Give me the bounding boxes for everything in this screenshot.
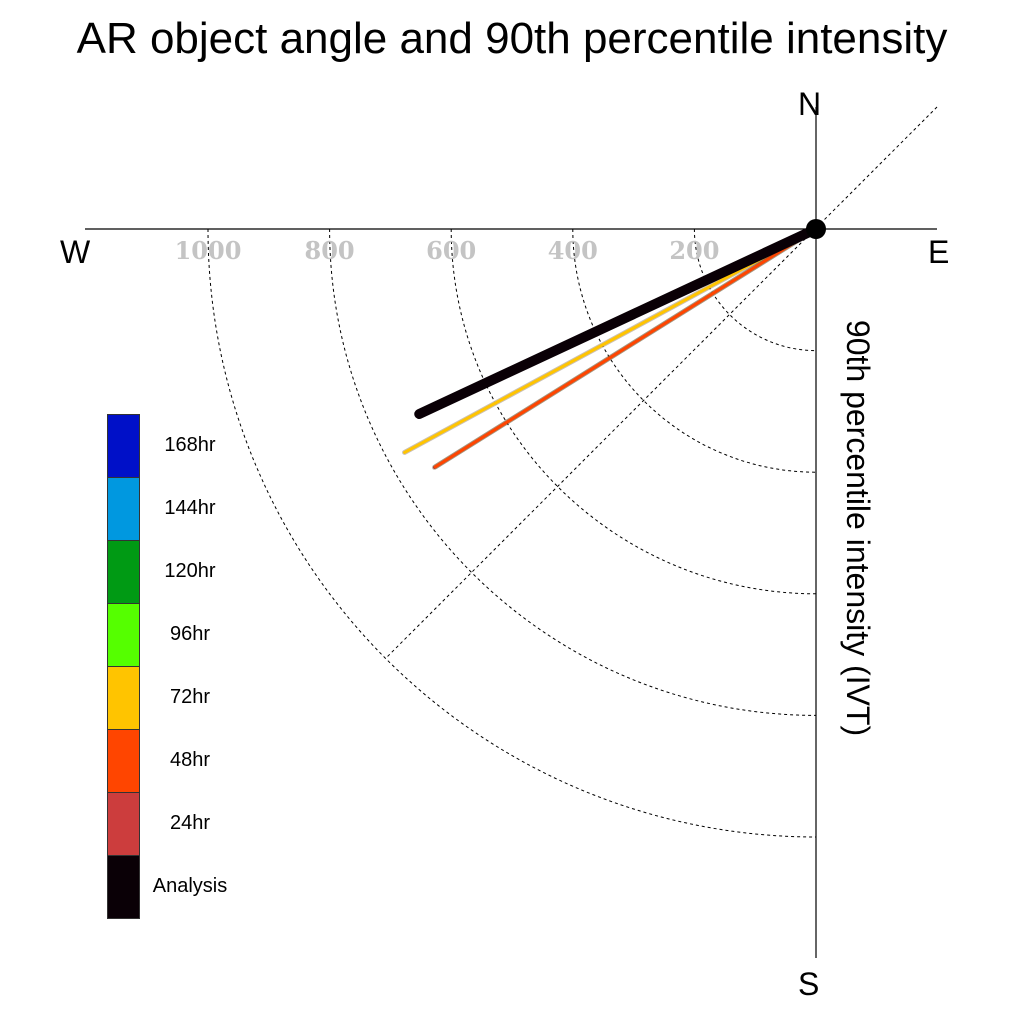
legend-label: 168hr	[164, 434, 216, 456]
legend-item: 24hr	[107, 792, 247, 856]
legend-label: 144hr	[164, 497, 216, 519]
legend-swatch	[107, 477, 140, 541]
legend-label: 120hr	[164, 560, 216, 582]
compass-label-east: E	[928, 234, 949, 270]
legend-swatch	[107, 792, 140, 856]
legend-label: 24hr	[169, 812, 211, 834]
radial-gridline	[572, 228, 817, 473]
vector-48hr	[433, 227, 818, 469]
legend-swatch	[107, 729, 140, 793]
legend-swatch	[107, 603, 140, 667]
legend: 168hr 144hr 120hr 96hr 72hr 48hr 24hr Analysis	[107, 414, 247, 919]
diagonal-gridline	[385, 106, 938, 659]
legend-label: Analysis	[152, 875, 228, 897]
legend-item: Analysis	[107, 855, 247, 919]
legend-item: 96hr	[107, 603, 247, 667]
compass-label-north: N	[798, 86, 821, 122]
radial-tick-label: 1000	[175, 236, 242, 265]
legend-swatch	[107, 414, 140, 478]
origin-dot	[806, 219, 826, 239]
legend-item: 120hr	[107, 540, 247, 604]
radial-gridline	[207, 228, 817, 838]
compass-label-west: W	[60, 234, 91, 270]
radial-gridline	[693, 228, 817, 352]
radial-axis-label: 90th percentile intensity (IVT)	[840, 320, 876, 736]
legend-swatch	[107, 666, 140, 730]
radial-tick-label: 400	[548, 236, 598, 265]
legend-label: 96hr	[169, 623, 211, 645]
legend-item: 48hr	[107, 729, 247, 793]
radial-gridline	[450, 228, 817, 595]
legend-label: 48hr	[169, 749, 211, 771]
radial-gridline	[329, 228, 817, 716]
legend-item: 168hr	[107, 414, 247, 478]
chart-title: AR object angle and 90th percentile inte…	[76, 14, 948, 63]
compass-label-south: S	[798, 966, 819, 1002]
legend-item: 144hr	[107, 477, 247, 541]
legend-swatch	[107, 855, 140, 919]
legend-swatch	[107, 540, 140, 604]
legend-label: 72hr	[169, 686, 211, 708]
vector-analysis	[414, 224, 821, 420]
radial-tick-label: 600	[426, 236, 476, 265]
radial-tick-label: 200	[669, 236, 719, 265]
radial-tick-label: 800	[305, 236, 355, 265]
legend-item: 72hr	[107, 666, 247, 730]
